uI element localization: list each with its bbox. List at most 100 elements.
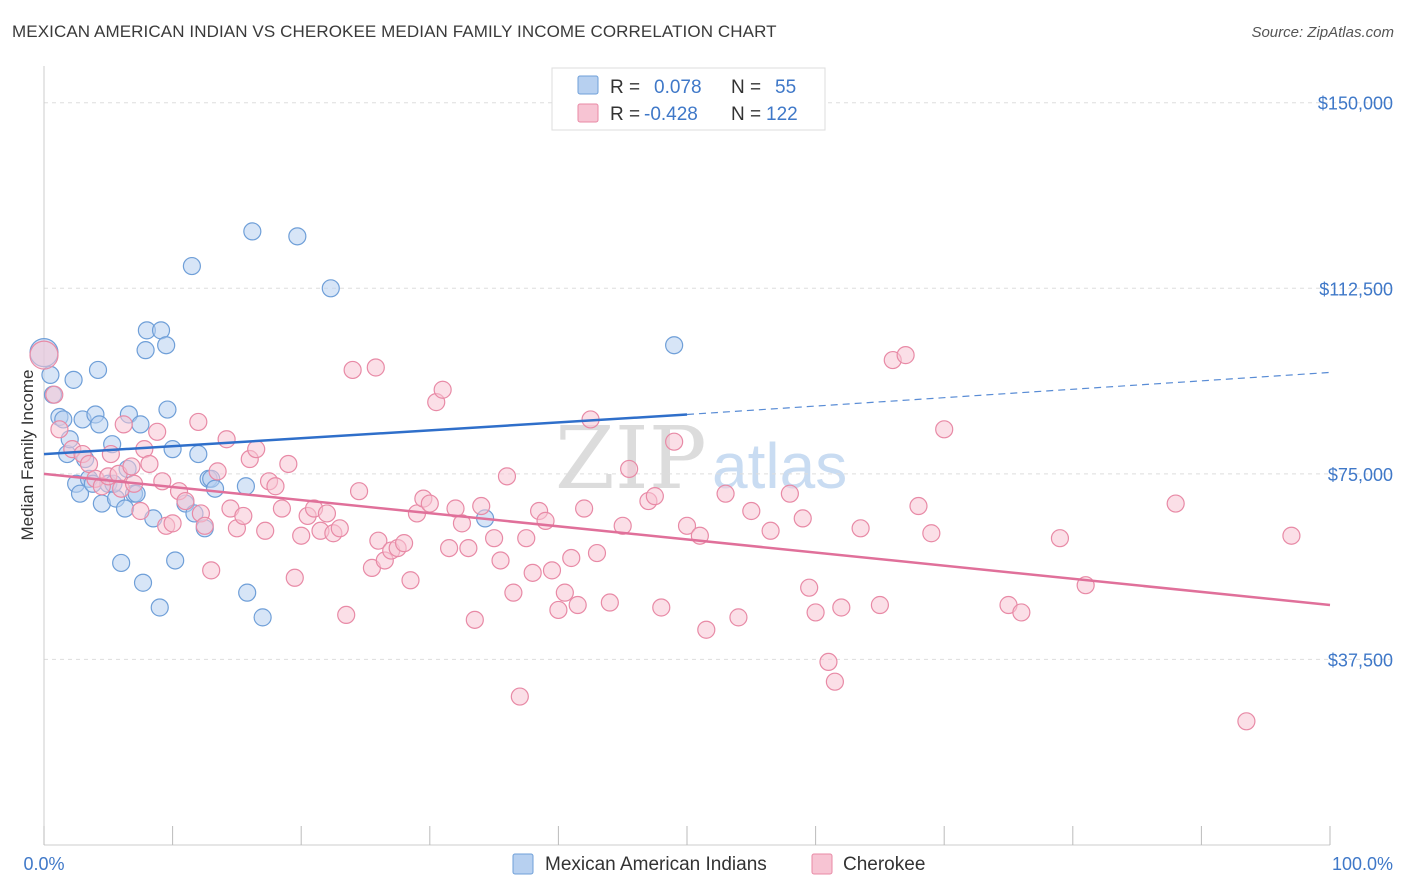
pink-point-39 xyxy=(279,454,298,474)
pink-point-64 xyxy=(439,538,459,558)
y-tick-labels: $37,500 $75,000 $112,500 $150,000 xyxy=(1318,94,1393,671)
legend-r-value-blue: 0.078 xyxy=(654,77,702,98)
x-tick-labels: 0.0% 100.0% xyxy=(23,854,1393,874)
pink-point-73 xyxy=(504,583,523,602)
pink-point-40 xyxy=(285,568,304,587)
x-tick-label-max: 100.0% xyxy=(1332,854,1393,874)
chart-title: MEXICAN AMERICAN INDIAN VS CHEROKEE MEDI… xyxy=(12,22,777,41)
pink-point-1 xyxy=(45,385,64,404)
pink-point-113 xyxy=(922,524,941,543)
blue-point-47 xyxy=(238,583,257,602)
blue-point-36 xyxy=(163,440,182,459)
pink-point-18 xyxy=(148,422,167,441)
y-tick-label-3: $150,000 xyxy=(1318,94,1393,114)
blue-point-29 xyxy=(136,341,155,360)
pink-point-70 xyxy=(485,529,504,548)
pink-point-2 xyxy=(50,420,69,439)
pink-point-89 xyxy=(620,459,639,479)
pink-point-49 xyxy=(343,360,362,380)
pink-point-114 xyxy=(935,420,954,439)
pink-point-108 xyxy=(851,519,870,538)
pink-point-13 xyxy=(122,457,141,476)
correlation-legend: R = 0.078 N = 55 R = -0.428 N = 122 xyxy=(551,67,826,131)
pink-point-111 xyxy=(896,346,915,365)
watermark: ZIP atlas xyxy=(555,409,847,509)
blue-point-35 xyxy=(158,400,177,419)
pink-point-102 xyxy=(793,509,812,528)
pink-point-68 xyxy=(465,610,484,629)
pink-point-116 xyxy=(1012,603,1031,622)
pink-point-109 xyxy=(870,595,890,615)
bottom-legend-label-blue: Mexican American Indians xyxy=(545,854,767,875)
pink-point-34 xyxy=(247,440,266,459)
pink-point-45 xyxy=(317,504,337,523)
pink-point-112 xyxy=(909,496,928,516)
pink-point-93 xyxy=(665,432,684,451)
source-label: Source: ZipAtlas.com xyxy=(1251,24,1394,41)
trend-line-pink xyxy=(43,472,1331,607)
pink-point-63 xyxy=(433,380,452,399)
series-cherokee xyxy=(29,340,1301,731)
pink-point-107 xyxy=(832,598,851,617)
pink-point-71 xyxy=(491,551,510,570)
pink-point-9 xyxy=(101,444,120,464)
pink-point-100 xyxy=(761,521,780,540)
pink-point-121 xyxy=(1282,526,1301,545)
pink-point-72 xyxy=(497,467,517,486)
pink-point-61 xyxy=(420,494,439,513)
pink-point-26 xyxy=(195,516,214,535)
pink-point-17 xyxy=(140,454,159,474)
blue-point-22 xyxy=(115,499,135,518)
pink-point-38 xyxy=(272,499,292,518)
legend-r-value-pink: -0.428 xyxy=(644,104,698,125)
bottom-legend-swatch-pink xyxy=(811,853,833,875)
blue-point-21 xyxy=(112,553,131,573)
pink-point-37 xyxy=(266,477,285,496)
pink-point-12 xyxy=(114,415,133,434)
pink-point-47 xyxy=(330,519,349,538)
pink-point-53 xyxy=(369,531,388,550)
pink-point-52 xyxy=(366,358,385,377)
pink-point-74 xyxy=(510,687,529,706)
pink-point-105 xyxy=(819,652,838,672)
trend-lines xyxy=(43,371,1331,607)
axes xyxy=(43,66,1331,846)
pink-point-101 xyxy=(780,484,799,503)
blue-point-39 xyxy=(182,256,201,276)
blue-point-46 xyxy=(236,477,256,496)
pink-point-80 xyxy=(549,600,568,620)
legend-n-value-blue: 55 xyxy=(775,77,796,98)
blue-point-49 xyxy=(253,608,272,627)
blue-point-28 xyxy=(133,573,153,592)
legend-n-label-pink: N = xyxy=(731,104,761,125)
pink-point-92 xyxy=(652,598,671,617)
legend-swatch-pink xyxy=(577,103,599,123)
pink-point-0 xyxy=(29,340,59,370)
pink-point-97 xyxy=(716,484,735,503)
pink-point-48 xyxy=(337,605,356,625)
pink-point-66 xyxy=(452,514,472,533)
x-tick-label-min: 0.0% xyxy=(23,854,64,874)
pink-point-96 xyxy=(697,620,716,639)
trend-line-blue xyxy=(43,413,688,456)
watermark-zip: ZIP xyxy=(555,409,707,509)
blue-point-9 xyxy=(70,484,90,503)
bottom-legend-swatch-blue xyxy=(512,853,534,875)
pink-point-76 xyxy=(523,563,542,582)
pink-point-75 xyxy=(517,529,536,548)
pink-point-41 xyxy=(292,526,311,545)
legend-n-label-blue: N = xyxy=(731,77,761,98)
blue-point-34 xyxy=(157,336,176,355)
pink-point-69 xyxy=(472,496,491,516)
pink-point-28 xyxy=(208,462,227,481)
legend-swatch-blue xyxy=(577,75,599,95)
pink-point-98 xyxy=(729,608,748,627)
pink-point-57 xyxy=(394,534,414,553)
blue-point-51 xyxy=(321,279,340,298)
bottom-legend-label-pink: Cherokee xyxy=(843,854,925,875)
blue-point-32 xyxy=(150,598,169,617)
pink-point-94 xyxy=(677,516,697,535)
pink-point-104 xyxy=(806,603,825,622)
blue-point-7 xyxy=(64,370,83,389)
